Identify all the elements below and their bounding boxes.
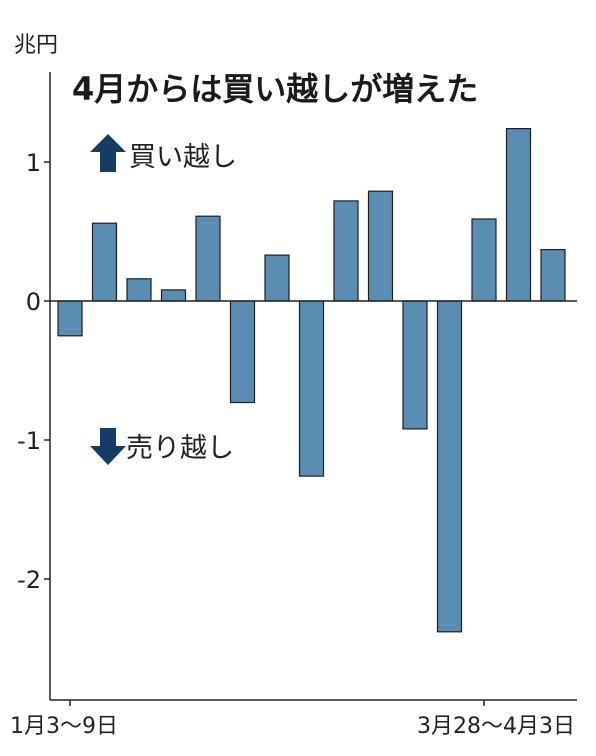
bar xyxy=(505,128,532,302)
bar xyxy=(195,215,221,302)
bar xyxy=(91,222,118,302)
bar xyxy=(540,249,566,302)
bar xyxy=(126,278,152,302)
bar xyxy=(57,300,83,337)
bar xyxy=(471,218,497,302)
y-unit-label: 兆円 xyxy=(14,33,58,58)
sell-annotation-text: 売り越し xyxy=(126,433,234,464)
x-ticks-group: 1月3～9日 3月28～4月3日 xyxy=(10,700,575,739)
bar xyxy=(160,289,187,302)
y-tick-label: 0 xyxy=(26,288,41,316)
x-tick-label: 1月3～9日 xyxy=(10,714,118,739)
y-ticks-group: 1 0 -1 -2 xyxy=(17,149,50,594)
y-tick-label: -2 xyxy=(17,566,41,594)
buy-annotation-text: 買い越し xyxy=(129,142,237,173)
bar xyxy=(264,254,290,302)
bars-group xyxy=(57,128,566,633)
bar xyxy=(402,300,428,430)
bar xyxy=(298,300,325,477)
up-arrow-icon xyxy=(90,134,126,172)
y-tick-label: 1 xyxy=(26,149,41,177)
chart-title: 4月からは買い越しが増えた xyxy=(72,70,478,108)
bar xyxy=(367,190,394,302)
buy-annotation: 買い越し xyxy=(90,134,237,173)
x-tick-label: 3月28～4月3日 xyxy=(417,714,575,739)
y-tick-label: -1 xyxy=(17,427,41,455)
bar xyxy=(436,300,463,633)
sell-annotation: 売り越し xyxy=(90,428,234,465)
bar xyxy=(229,300,256,404)
down-arrow-icon xyxy=(90,428,126,465)
bar xyxy=(333,200,359,302)
